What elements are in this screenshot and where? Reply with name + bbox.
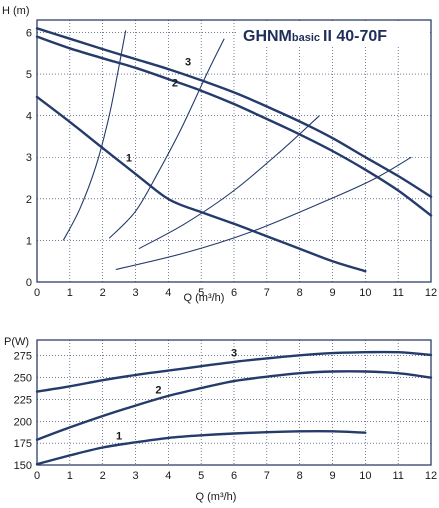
head-x-tick-label: 4 [165,287,171,299]
head-curve-2 [35,35,433,217]
title-background [236,21,430,47]
power-x-tick-label: 12 [425,470,437,482]
power-x-tick-label: 2 [100,470,106,482]
head-x-tick-label: 8 [297,287,303,299]
head-x-tick-label: 2 [100,287,106,299]
head-x-tick-label: 11 [392,287,403,299]
power-y-tick-label: 175 [14,438,32,450]
head-x-tick-label: 0 [34,287,40,299]
power-x-tick-label: 9 [329,470,335,482]
head-curve-3 [35,27,433,198]
head-curve-label-3: 3 [185,57,191,69]
power-x-tick-label: 4 [165,470,171,482]
head-y-tick-label: 2 [26,194,32,206]
chart-title: GHNMbasic II 40-70F [243,28,387,45]
head-y-tick-label: 4 [26,111,32,123]
head-x-tick-label: 7 [264,287,270,299]
head-x-tick-label: 5 [198,287,204,299]
head-chart-curves [35,27,433,273]
power-y-axis-label: P(W) [4,336,29,348]
power-chart-curve-labels: 1 2 3 [116,348,237,443]
power-curve-2 [35,370,433,441]
head-curve-label-1: 1 [126,152,132,164]
power-curve-label-2: 2 [155,384,161,396]
power-y-tick-label: 200 [14,416,32,428]
power-chart: 123 0 1 2 3 4 5 6 7 8 9 10 11 12 150175200225250275 … [4,336,437,503]
head-chart-x-ticks: 0 1 2 3 4 5 6 7 8 9 10 11 12 [34,287,437,299]
power-y-tick-label: 250 [14,373,32,385]
head-chart-y-ticks: 0 1 2 3 4 5 6 [26,27,32,289]
power-y-tick-label: 150 [14,460,32,472]
power-x-tick-label: 3 [132,470,138,482]
power-curve-3 [35,350,433,393]
title-sub: basic [292,32,320,44]
head-system-curve [108,38,225,239]
head-curve-1 [35,95,367,273]
head-y-tick-label: 6 [26,27,32,39]
power-curve-1 [35,429,367,466]
head-x-tick-label: 1 [67,287,73,299]
power-x-tick-label: 10 [359,470,371,482]
title-suffix: II 40-70F [323,28,387,45]
power-x-axis-label: Q (m³/h) [196,491,237,503]
head-x-tick-label: 9 [329,287,335,299]
head-system-curve [115,156,412,271]
head-x-tick-label: 6 [231,287,237,299]
head-curve-label-2: 2 [172,78,178,90]
power-x-tick-label: 7 [264,470,270,482]
head-y-tick-label: 0 [26,277,32,289]
power-y-tick-label: 225 [14,394,32,406]
head-y-axis-label: H (m) [2,5,30,17]
power-x-tick-label: 6 [231,470,237,482]
head-x-axis-label: Q (m³/h) [184,292,225,304]
head-y-tick-label: 1 [26,235,32,247]
power-y-tick-label: 275 [14,351,32,363]
power-x-tick-label: 11 [392,470,403,482]
power-x-tick-label: 0 [34,470,40,482]
power-chart-y-ticks: 150 175 200 225 250 275 [14,351,32,472]
power-chart-curves [35,350,433,466]
head-x-tick-label: 3 [132,287,138,299]
head-y-tick-label: 3 [26,152,32,164]
power-x-tick-label: 5 [198,470,204,482]
head-system-curve [138,115,320,250]
power-curve-label-3: 3 [231,348,237,360]
power-x-tick-label: 8 [297,470,303,482]
power-curve-label-1: 1 [116,431,122,443]
power-x-tick-label: 1 [67,470,73,482]
power-chart-x-ticks: 0 1 2 3 4 5 6 7 8 9 10 11 12 [34,470,437,482]
head-x-tick-label: 10 [359,287,371,299]
head-y-tick-label: 5 [26,69,32,81]
head-chart-curve-labels: 1 23 [126,57,191,165]
title-prefix: GHNM [243,28,292,45]
head-x-tick-label: 12 [425,287,437,299]
